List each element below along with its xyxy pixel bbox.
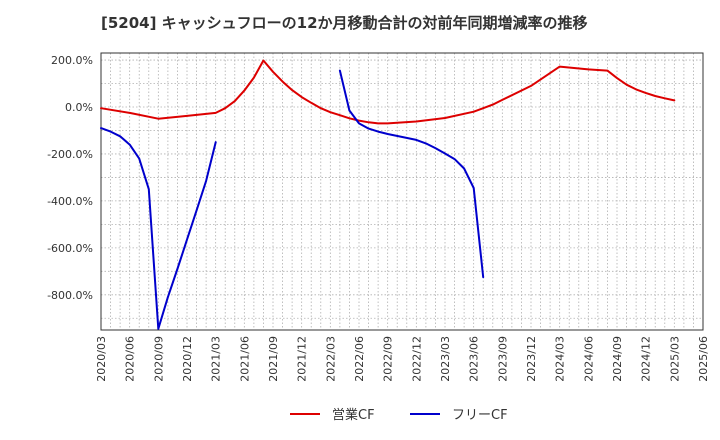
x-tick-label: 2023/06 [468, 336, 481, 382]
x-tick-label: 2021/09 [267, 336, 280, 382]
legend-label-free-cf: フリーCF [452, 408, 508, 423]
plot-area [100, 52, 704, 331]
x-tick-label: 2022/12 [410, 336, 423, 382]
series-layer [100, 59, 676, 330]
x-tick-label: 2022/03 [324, 336, 337, 382]
legend: 営業CF フリーCF [290, 407, 508, 423]
x-tick-label: 2020/06 [124, 336, 137, 382]
x-tick-label: 2021/03 [210, 336, 223, 382]
y-tick-label: -200.0% [47, 148, 93, 161]
x-tick-label: 2023/12 [525, 336, 538, 382]
y-tick-label: -400.0% [47, 195, 93, 208]
x-tick-label: 2022/06 [353, 336, 366, 382]
x-tick-label: 2021/06 [238, 336, 251, 382]
y-tick-label: 200.0% [51, 54, 93, 67]
y-axis: 200.0% 0.0% -200.0% -400.0% -600.0% -800.0% [47, 54, 93, 302]
x-tick-label: 2020/12 [181, 336, 194, 382]
legend-label-operating-cf: 営業CF [332, 407, 375, 423]
x-tick-label: 2024/06 [582, 336, 595, 382]
x-tick-label: 2023/09 [496, 336, 509, 382]
x-tick-label: 2025/03 [668, 336, 681, 382]
series-line-free-cf-segment-1 [100, 127, 217, 330]
x-tick-label: 2025/06 [697, 336, 710, 382]
x-tick-label: 2024/03 [554, 336, 567, 382]
grid [100, 53, 704, 330]
x-tick-label: 2024/12 [640, 336, 653, 382]
y-tick-label: -800.0% [47, 289, 93, 302]
x-tick-label: 2022/09 [382, 336, 395, 382]
x-tick-label: 2020/03 [95, 336, 108, 382]
y-tick-label: -600.0% [47, 242, 93, 255]
y-tick-label: 0.0% [65, 101, 93, 114]
x-tick-label: 2023/03 [439, 336, 452, 382]
x-tick-label: 2024/09 [611, 336, 624, 382]
series-line-free-cf-segment-2 [338, 69, 485, 279]
x-tick-label: 2021/12 [296, 336, 309, 382]
series-line-operating-cf [100, 59, 676, 125]
x-tick-label: 2020/09 [152, 336, 165, 382]
x-axis: 2020/03 2020/06 2020/09 2020/12 2021/03 2021/… [95, 336, 710, 382]
chart-title: [5204] キャッシュフローの12か月移動合計の対前年同期増減率の推移 [101, 14, 588, 32]
